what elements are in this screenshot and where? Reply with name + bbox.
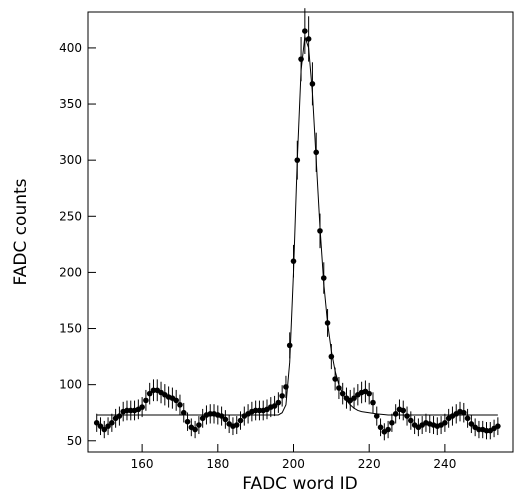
y-tick-label: 350 — [59, 97, 82, 111]
data-point — [146, 390, 153, 397]
y-tick-label: 150 — [59, 322, 82, 336]
data-point — [385, 426, 391, 433]
data-point — [173, 397, 179, 404]
data-point — [408, 417, 414, 424]
plot-frame — [87, 11, 514, 453]
y-tick-label: 300 — [59, 153, 82, 167]
data-point — [309, 81, 316, 87]
data-point — [336, 385, 342, 391]
y-tick-label: 100 — [59, 378, 82, 392]
data-point — [442, 420, 448, 426]
x-tick-label: 200 — [282, 457, 305, 471]
data-point — [143, 397, 149, 404]
x-tick-label: 220 — [358, 457, 381, 471]
x-tick-label: 180 — [206, 457, 229, 471]
data-point — [366, 390, 372, 397]
data-point — [389, 420, 395, 426]
data-point — [400, 407, 407, 414]
data-point — [199, 415, 206, 422]
data-point — [101, 426, 108, 433]
data-point — [222, 416, 229, 423]
data-point — [351, 395, 357, 401]
x-axis-title: FADC word ID — [242, 474, 358, 494]
x-tick-label: 240 — [433, 457, 456, 471]
data-point — [305, 36, 312, 42]
y-axis-title: FADC counts — [11, 178, 31, 285]
data-point — [468, 421, 475, 427]
data-point — [184, 418, 191, 425]
data-point — [271, 403, 278, 409]
data-point — [464, 415, 471, 422]
y-tick-label: 250 — [59, 209, 82, 223]
data-point — [302, 28, 308, 34]
data-point — [192, 426, 198, 433]
data-point — [404, 413, 410, 419]
data-point — [495, 423, 501, 429]
data-point — [139, 404, 145, 410]
data-point — [461, 409, 467, 416]
y-tick-label: 50 — [67, 434, 82, 448]
data-point — [105, 423, 111, 429]
data-point — [180, 409, 187, 416]
data-point — [109, 420, 115, 426]
data-point — [392, 411, 399, 417]
fit-line — [96, 36, 498, 416]
data-point — [116, 413, 123, 419]
x-tick-label: 160 — [131, 457, 154, 471]
data-point — [177, 402, 183, 408]
data-point — [196, 422, 202, 428]
data-point — [373, 413, 380, 419]
data-point — [233, 422, 240, 428]
data-point — [237, 417, 244, 424]
y-tick-label: 400 — [59, 41, 82, 55]
data-point — [286, 342, 293, 349]
y-tick-label: 200 — [59, 265, 82, 279]
data-point — [97, 423, 104, 429]
data-point — [377, 424, 384, 431]
data-point — [275, 399, 282, 406]
data-point — [328, 353, 335, 360]
data-point — [93, 420, 100, 426]
data-point — [279, 393, 285, 399]
data-point — [370, 399, 376, 406]
